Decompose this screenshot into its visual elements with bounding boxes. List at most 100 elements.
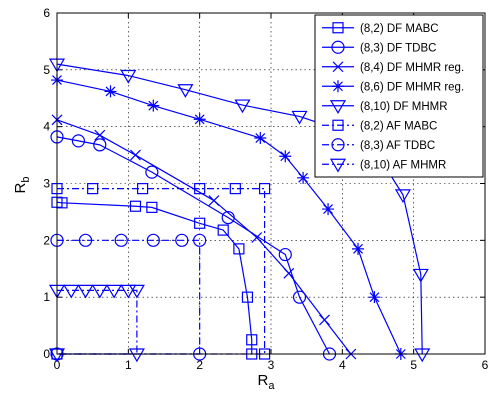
axes-box bbox=[56, 12, 486, 355]
x-tick-label: 4 bbox=[339, 358, 346, 372]
data-point bbox=[145, 165, 159, 179]
legend-entry: (8,6) DF MHMR reg. bbox=[322, 80, 464, 93]
data-point bbox=[194, 217, 206, 229]
series-2 bbox=[50, 130, 337, 361]
legend-label: (8,4) DF MHMR reg. bbox=[360, 62, 464, 74]
x-tick-label: 0 bbox=[54, 358, 61, 372]
legend-label: (8,3) DF TDBC bbox=[360, 42, 436, 54]
x-axis-label-main: R bbox=[258, 372, 269, 389]
legend-marker bbox=[332, 61, 344, 73]
x-tick-label: 6 bbox=[482, 358, 489, 372]
svg-text:Ra: Ra bbox=[258, 372, 276, 392]
series-1 bbox=[51, 196, 258, 360]
data-point bbox=[193, 233, 207, 247]
x-tick-label: 2 bbox=[196, 358, 203, 372]
data-point bbox=[229, 183, 241, 195]
data-point bbox=[241, 291, 254, 303]
y-tick-label: 4 bbox=[43, 120, 50, 134]
legend-label: (8,2) AF MABC bbox=[360, 120, 437, 132]
x-tick-label: 3 bbox=[268, 358, 275, 372]
data-point bbox=[194, 183, 206, 195]
data-point bbox=[104, 85, 117, 98]
legend-marker bbox=[331, 138, 345, 152]
data-point bbox=[137, 183, 149, 195]
legend-label: (8,10) DF MHMR bbox=[360, 101, 448, 113]
data-point bbox=[251, 232, 263, 243]
data-point bbox=[368, 291, 381, 304]
legend-label: (8,10) AF MHMR bbox=[360, 159, 446, 171]
data-point bbox=[291, 110, 308, 125]
legend-entry: (8,10) DF MHMR bbox=[322, 100, 448, 114]
series-line bbox=[56, 136, 331, 355]
data-point bbox=[128, 284, 145, 299]
data-point bbox=[217, 224, 229, 236]
data-point bbox=[114, 233, 128, 247]
data-point bbox=[233, 243, 245, 255]
data-point bbox=[352, 242, 365, 255]
y-tick-label: 6 bbox=[43, 6, 50, 20]
legend-marker bbox=[332, 22, 344, 34]
data-point bbox=[319, 314, 330, 326]
legend-entry: (8,3) AF TDBC bbox=[322, 138, 435, 152]
data-point bbox=[414, 348, 431, 363]
data-point bbox=[234, 99, 251, 114]
y-tick-label: 3 bbox=[43, 177, 50, 191]
data-point bbox=[120, 284, 137, 299]
legend-marker bbox=[332, 80, 344, 93]
data-point bbox=[175, 233, 189, 247]
data-point bbox=[87, 183, 99, 195]
data-point bbox=[146, 233, 160, 247]
legend-entry: (8,2) DF MABC bbox=[322, 22, 439, 35]
legend: (8,2) DF MABC (8,3) DF TDBC (8,4) DF MHMR … bbox=[314, 14, 484, 178]
data-point bbox=[283, 267, 295, 279]
data-point bbox=[208, 195, 220, 206]
x-tick-label: 5 bbox=[410, 358, 417, 372]
data-point bbox=[146, 201, 158, 213]
data-point bbox=[147, 99, 160, 112]
series-line bbox=[56, 119, 352, 355]
data-point bbox=[279, 150, 292, 163]
legend-box bbox=[314, 14, 484, 178]
data-point bbox=[78, 233, 93, 247]
data-point bbox=[297, 171, 310, 184]
legend-label: (8,6) DF MHMR reg. bbox=[360, 81, 464, 93]
y-axis-label: Rb bbox=[12, 177, 32, 194]
data-point bbox=[412, 268, 429, 283]
data-point bbox=[193, 113, 206, 126]
x-tick-label: 1 bbox=[125, 358, 132, 372]
data-point bbox=[394, 189, 412, 204]
data-point bbox=[129, 200, 142, 212]
svg-text:Rb: Rb bbox=[12, 177, 32, 194]
data-point bbox=[322, 203, 335, 216]
data-point bbox=[258, 183, 271, 195]
legend-label: (8,2) DF MABC bbox=[360, 23, 439, 35]
series-line bbox=[57, 188, 266, 355]
legend-label: (8,3) AF TDBC bbox=[360, 140, 435, 152]
legend-marker bbox=[332, 119, 344, 131]
data-point bbox=[63, 284, 80, 299]
data-point bbox=[93, 138, 107, 152]
y-axis-label-sub: b bbox=[20, 177, 32, 183]
x-axis-label-sub: a bbox=[268, 380, 275, 392]
legend-marker bbox=[329, 158, 347, 173]
legend-entry: (8,3) DF TDBC bbox=[322, 40, 436, 54]
data-point bbox=[278, 247, 292, 262]
legend-entry: (8,10) AF MHMR bbox=[322, 158, 446, 173]
legend-entry: (8,4) DF MHMR reg. bbox=[322, 61, 464, 74]
y-tick-label: 0 bbox=[43, 347, 50, 361]
data-point bbox=[91, 284, 108, 299]
data-point bbox=[177, 84, 194, 98]
data-point bbox=[254, 132, 267, 145]
data-point bbox=[106, 284, 123, 299]
legend-marker bbox=[331, 40, 345, 54]
series-8 bbox=[48, 284, 145, 363]
y-tick-label: 5 bbox=[43, 63, 50, 77]
data-point bbox=[71, 134, 86, 148]
data-point bbox=[292, 290, 307, 304]
data-point bbox=[94, 129, 106, 141]
y-tick-label: 2 bbox=[43, 233, 50, 247]
legend-marker bbox=[329, 100, 347, 114]
series-layer bbox=[48, 58, 431, 363]
y-tick-label: 1 bbox=[43, 290, 50, 304]
